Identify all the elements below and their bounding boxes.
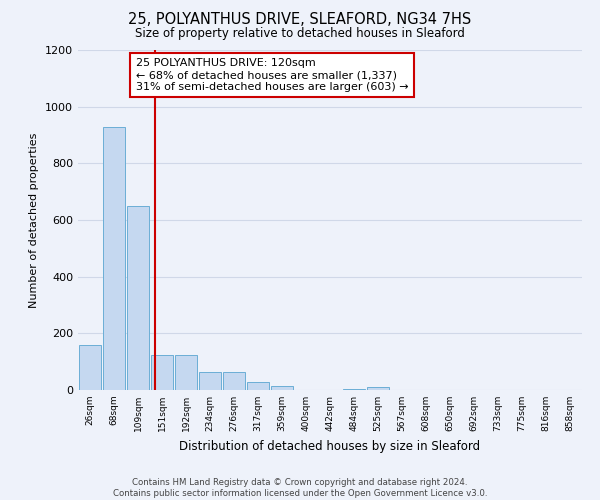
Bar — [103, 126, 125, 390]
Text: Size of property relative to detached houses in Sleaford: Size of property relative to detached ho… — [135, 28, 465, 40]
Y-axis label: Number of detached properties: Number of detached properties — [29, 132, 40, 308]
Text: 25, POLYANTHUS DRIVE, SLEAFORD, NG34 7HS: 25, POLYANTHUS DRIVE, SLEAFORD, NG34 7HS — [128, 12, 472, 28]
Bar — [223, 372, 245, 390]
Text: 25 POLYANTHUS DRIVE: 120sqm
← 68% of detached houses are smaller (1,337)
31% of : 25 POLYANTHUS DRIVE: 120sqm ← 68% of det… — [136, 58, 409, 92]
Bar — [127, 206, 149, 390]
Bar — [367, 387, 389, 390]
Bar — [343, 388, 365, 390]
X-axis label: Distribution of detached houses by size in Sleaford: Distribution of detached houses by size … — [179, 440, 481, 452]
Bar — [151, 354, 173, 390]
Bar — [199, 372, 221, 390]
Bar — [79, 344, 101, 390]
Text: Contains HM Land Registry data © Crown copyright and database right 2024.
Contai: Contains HM Land Registry data © Crown c… — [113, 478, 487, 498]
Bar — [271, 386, 293, 390]
Bar — [175, 354, 197, 390]
Bar — [247, 382, 269, 390]
